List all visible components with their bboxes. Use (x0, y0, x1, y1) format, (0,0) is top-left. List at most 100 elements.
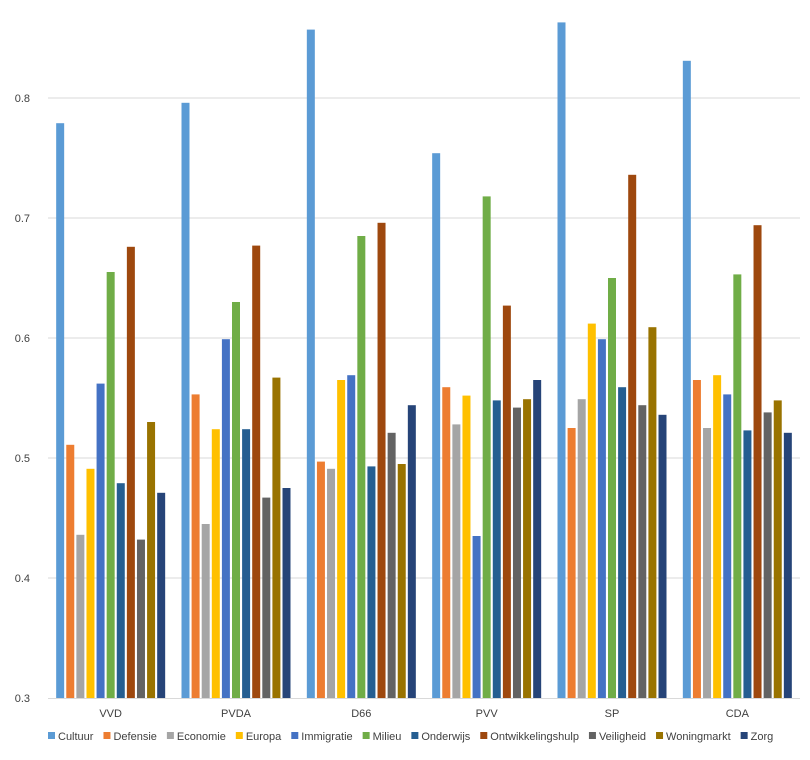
legend-swatch (656, 732, 664, 739)
legend-label: Economie (177, 731, 226, 743)
legend-label: Zorg (751, 731, 774, 743)
legend-label: Europa (246, 731, 282, 743)
bar-onderwijs-sp (618, 387, 627, 698)
legend-swatch (362, 732, 370, 739)
bar-europa-pvda (211, 429, 220, 698)
legend-swatch (588, 732, 596, 739)
legend-swatch (480, 732, 488, 739)
bar-milieu-vvd (106, 272, 115, 698)
legend-swatch (166, 732, 174, 739)
bar-milieu-sp (608, 278, 616, 698)
bar-europa-vvd (86, 468, 95, 698)
bar-defensie-pvda (191, 394, 200, 698)
bar-onderwijs-vvd (116, 483, 125, 698)
legend-label: Defensie (113, 731, 156, 743)
bar-immigratie-d66 (347, 375, 356, 698)
bar-europa-sp (587, 323, 596, 698)
bar-defensie-pvv (442, 387, 451, 698)
bar-zorg-cda (783, 432, 792, 698)
bar-onderwijs-pvda (242, 429, 251, 698)
bar-defensie-cda (692, 380, 701, 698)
legend-label: Ontwikkelingshulp (490, 731, 579, 743)
legend-label: Veiligheid (599, 731, 646, 743)
bar-veiligheid-pvv (512, 407, 521, 698)
legend-swatch (411, 732, 419, 739)
y-tick-label: 0.3 (15, 693, 30, 705)
bar-veiligheid-vvd (136, 539, 145, 698)
bar-economie-pvda (201, 524, 210, 698)
bar-veiligheid-cda (763, 412, 772, 698)
bar-immigratie-sp (597, 339, 606, 698)
legend: Cultuur Defensie Economie Europa Immigratie M… (48, 731, 773, 743)
bar-defensie-d66 (316, 461, 325, 698)
bar-immigratie-pvda (221, 339, 230, 698)
bar-woningmarkt-cda (773, 400, 782, 698)
bar-cultuur-d66 (306, 29, 315, 699)
bar-veiligheid-pvda (262, 497, 271, 698)
bar-ontwikkelingshulp-vvd (126, 246, 135, 699)
bar-woningmarkt-pvda (272, 377, 281, 698)
legend-swatch (235, 732, 243, 739)
x-category-label: VVD (99, 708, 122, 720)
bar-cultuur-pvv (432, 153, 441, 698)
bar-zorg-pvv (533, 380, 542, 698)
x-category-label: D66 (351, 708, 371, 720)
bar-zorg-sp (658, 414, 667, 698)
bar-cultuur-sp (557, 22, 566, 698)
bar-zorg-d66 (407, 405, 416, 698)
gridlines (48, 97, 800, 579)
y-axis-ticks: 0.3 0.4 0.5 0.6 0.7 0.8 (15, 93, 30, 705)
bar-milieu-d66 (357, 236, 366, 698)
x-category-label: CDA (726, 708, 750, 720)
bar-milieu-pvda (232, 302, 240, 698)
legend-label: Immigratie (301, 731, 352, 743)
bar-economie-cda (703, 428, 712, 698)
bar-onderwijs-cda (743, 430, 752, 698)
bar-onderwijs-pvv (492, 400, 501, 698)
bar-immigratie-cda (723, 394, 732, 698)
bar-zorg-pvda (282, 488, 291, 698)
bar-economie-vvd (76, 534, 85, 698)
legend-swatch (740, 732, 748, 739)
bar-woningmarkt-d66 (397, 464, 406, 698)
bar-ontwikkelingshulp-pvda (252, 245, 261, 698)
bar-economie-pvv (452, 424, 461, 698)
bars (56, 22, 792, 699)
y-tick-label: 0.7 (15, 213, 30, 225)
legend-swatch (103, 732, 111, 739)
x-axis-categories: VVD PVDA D66 PVV SP CDA (99, 708, 749, 720)
legend-label: Cultuur (58, 731, 94, 743)
bar-europa-cda (713, 375, 722, 698)
legend-swatch (48, 732, 55, 739)
bar-ontwikkelingshulp-sp (628, 174, 637, 699)
bar-onderwijs-d66 (367, 466, 376, 698)
bar-milieu-pvv (482, 196, 491, 698)
bar-woningmarkt-pvv (523, 399, 532, 698)
bar-europa-d66 (337, 380, 346, 698)
bar-economie-sp (577, 399, 586, 698)
legend-label: Woningmarkt (666, 731, 731, 743)
x-category-label: PVV (476, 708, 499, 720)
bar-ontwikkelingshulp-cda (753, 225, 762, 698)
bar-veiligheid-sp (638, 405, 647, 698)
bar-defensie-sp (567, 428, 576, 698)
y-tick-label: 0.6 (15, 333, 30, 345)
legend-label: Milieu (373, 731, 402, 743)
x-category-label: PVDA (221, 708, 252, 720)
bar-cultuur-pvda (181, 102, 190, 699)
bar-immigratie-pvv (472, 536, 481, 698)
legend-swatch (291, 732, 299, 739)
y-tick-label: 0.4 (15, 573, 30, 585)
y-tick-label: 0.8 (15, 93, 30, 105)
bar-cultuur-vvd (56, 123, 65, 698)
bar-ontwikkelingshulp-d66 (377, 222, 386, 699)
bar-ontwikkelingshulp-pvv (502, 305, 511, 698)
legend-label: Onderwijs (421, 731, 470, 743)
y-tick-label: 0.5 (15, 453, 30, 465)
x-category-label: SP (605, 708, 620, 720)
bar-defensie-vvd (66, 444, 75, 698)
bar-milieu-cda (733, 274, 742, 698)
bar-woningmarkt-sp (648, 327, 657, 698)
